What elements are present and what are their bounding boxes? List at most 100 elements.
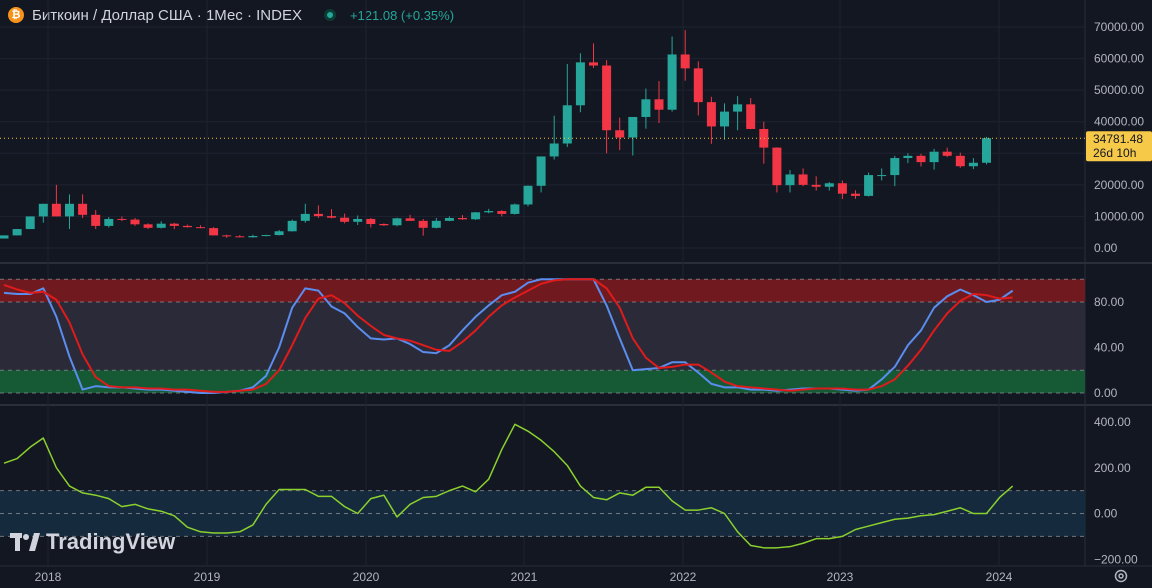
price-tick-label: 10000.00 bbox=[1094, 209, 1144, 223]
candle bbox=[327, 209, 336, 219]
candle-body bbox=[641, 99, 651, 117]
candle-body bbox=[91, 214, 101, 226]
candle-body bbox=[890, 158, 900, 176]
candle bbox=[706, 96, 716, 144]
candle bbox=[287, 219, 297, 232]
time-tick-label: 2024 bbox=[986, 570, 1013, 584]
candle-body bbox=[628, 116, 638, 138]
candle bbox=[300, 203, 310, 223]
candle-body bbox=[837, 183, 847, 194]
candle-body bbox=[680, 54, 690, 69]
candle-body bbox=[196, 227, 205, 229]
candle-body bbox=[130, 219, 140, 225]
candle bbox=[340, 213, 350, 224]
stoch-background-band bbox=[0, 302, 1085, 371]
candle-body bbox=[25, 216, 35, 230]
candle-body bbox=[209, 228, 219, 236]
candle-body bbox=[65, 203, 74, 217]
candle-body bbox=[104, 218, 114, 226]
candle-body bbox=[431, 220, 441, 228]
candle-body bbox=[615, 130, 625, 138]
stoch-tick-label: 80.00 bbox=[1094, 295, 1124, 309]
candle bbox=[484, 208, 494, 214]
candle-body bbox=[589, 62, 598, 66]
candle-body bbox=[248, 236, 258, 238]
candle bbox=[65, 194, 74, 230]
candle-body bbox=[51, 203, 61, 217]
candle-body bbox=[156, 223, 166, 228]
candle-body bbox=[706, 102, 716, 127]
price-tick-label: 0.00 bbox=[1094, 241, 1118, 255]
cci-tick-label: 200.00 bbox=[1094, 461, 1131, 475]
candle-body bbox=[471, 212, 481, 220]
cci-tick-label: 0.00 bbox=[1094, 507, 1118, 521]
candle bbox=[209, 227, 219, 236]
candle bbox=[667, 36, 677, 112]
tradingview-logo[interactable]: TradingView bbox=[10, 529, 175, 555]
settings-icon[interactable] bbox=[1113, 568, 1129, 584]
candle bbox=[0, 235, 9, 239]
price-tick-label: 60000.00 bbox=[1094, 52, 1144, 66]
candle bbox=[196, 225, 205, 229]
candle bbox=[589, 43, 598, 69]
candle-body bbox=[484, 211, 494, 213]
candle bbox=[261, 234, 271, 237]
candle bbox=[811, 176, 821, 191]
candle bbox=[523, 185, 533, 207]
candle-body bbox=[575, 62, 585, 106]
candle-body bbox=[759, 128, 769, 148]
candle bbox=[785, 170, 795, 193]
candle-body bbox=[746, 104, 756, 129]
candle-body bbox=[968, 162, 978, 167]
candle-body bbox=[877, 175, 887, 177]
candle bbox=[497, 210, 507, 217]
candle bbox=[78, 194, 88, 219]
candle bbox=[12, 229, 22, 236]
candle bbox=[654, 80, 664, 123]
stoch-tick-label: 40.00 bbox=[1094, 341, 1124, 355]
cci-line bbox=[3, 423, 1014, 549]
candle bbox=[824, 182, 834, 191]
candle-body bbox=[0, 235, 9, 239]
candle-body bbox=[798, 174, 808, 185]
candle-body bbox=[222, 235, 232, 237]
market-status-icon[interactable] bbox=[323, 9, 336, 21]
candle bbox=[864, 172, 874, 197]
candle bbox=[955, 152, 965, 168]
candle bbox=[143, 223, 153, 230]
time-tick-label: 2020 bbox=[353, 570, 380, 584]
candle-body bbox=[667, 54, 677, 110]
candle-body bbox=[903, 155, 913, 159]
candle-body bbox=[261, 235, 271, 237]
symbol-header[interactable]: ₿ Биткоин / Доллар США · 1Мес · INDEX +1… bbox=[8, 4, 454, 26]
price-tick-label: 50000.00 bbox=[1094, 83, 1144, 97]
candle-body bbox=[274, 231, 284, 236]
price-tick-label: 20000.00 bbox=[1094, 178, 1144, 192]
candle bbox=[392, 217, 402, 227]
candle bbox=[720, 103, 729, 140]
candle-body bbox=[864, 175, 874, 196]
candle-body bbox=[353, 218, 363, 222]
candle bbox=[444, 216, 454, 222]
candle bbox=[772, 147, 782, 193]
candle bbox=[379, 223, 389, 226]
candle bbox=[169, 222, 179, 230]
candle bbox=[916, 153, 926, 167]
candle bbox=[418, 218, 428, 236]
candle bbox=[680, 30, 690, 81]
candle-body bbox=[418, 220, 428, 228]
candle-body bbox=[942, 151, 952, 156]
candle-body bbox=[78, 203, 88, 215]
candle-body bbox=[982, 138, 991, 163]
candle-body bbox=[602, 65, 612, 131]
time-tick-label: 2021 bbox=[511, 570, 538, 584]
candle bbox=[130, 218, 140, 226]
symbol-title[interactable]: Биткоин / Доллар США · 1Мес · INDEX bbox=[32, 6, 302, 24]
candle-body bbox=[733, 104, 743, 112]
candle-body bbox=[549, 143, 559, 157]
stoch-d-line bbox=[3, 278, 1013, 393]
candle bbox=[51, 184, 61, 217]
candle bbox=[366, 218, 376, 228]
candle-body bbox=[235, 236, 245, 238]
